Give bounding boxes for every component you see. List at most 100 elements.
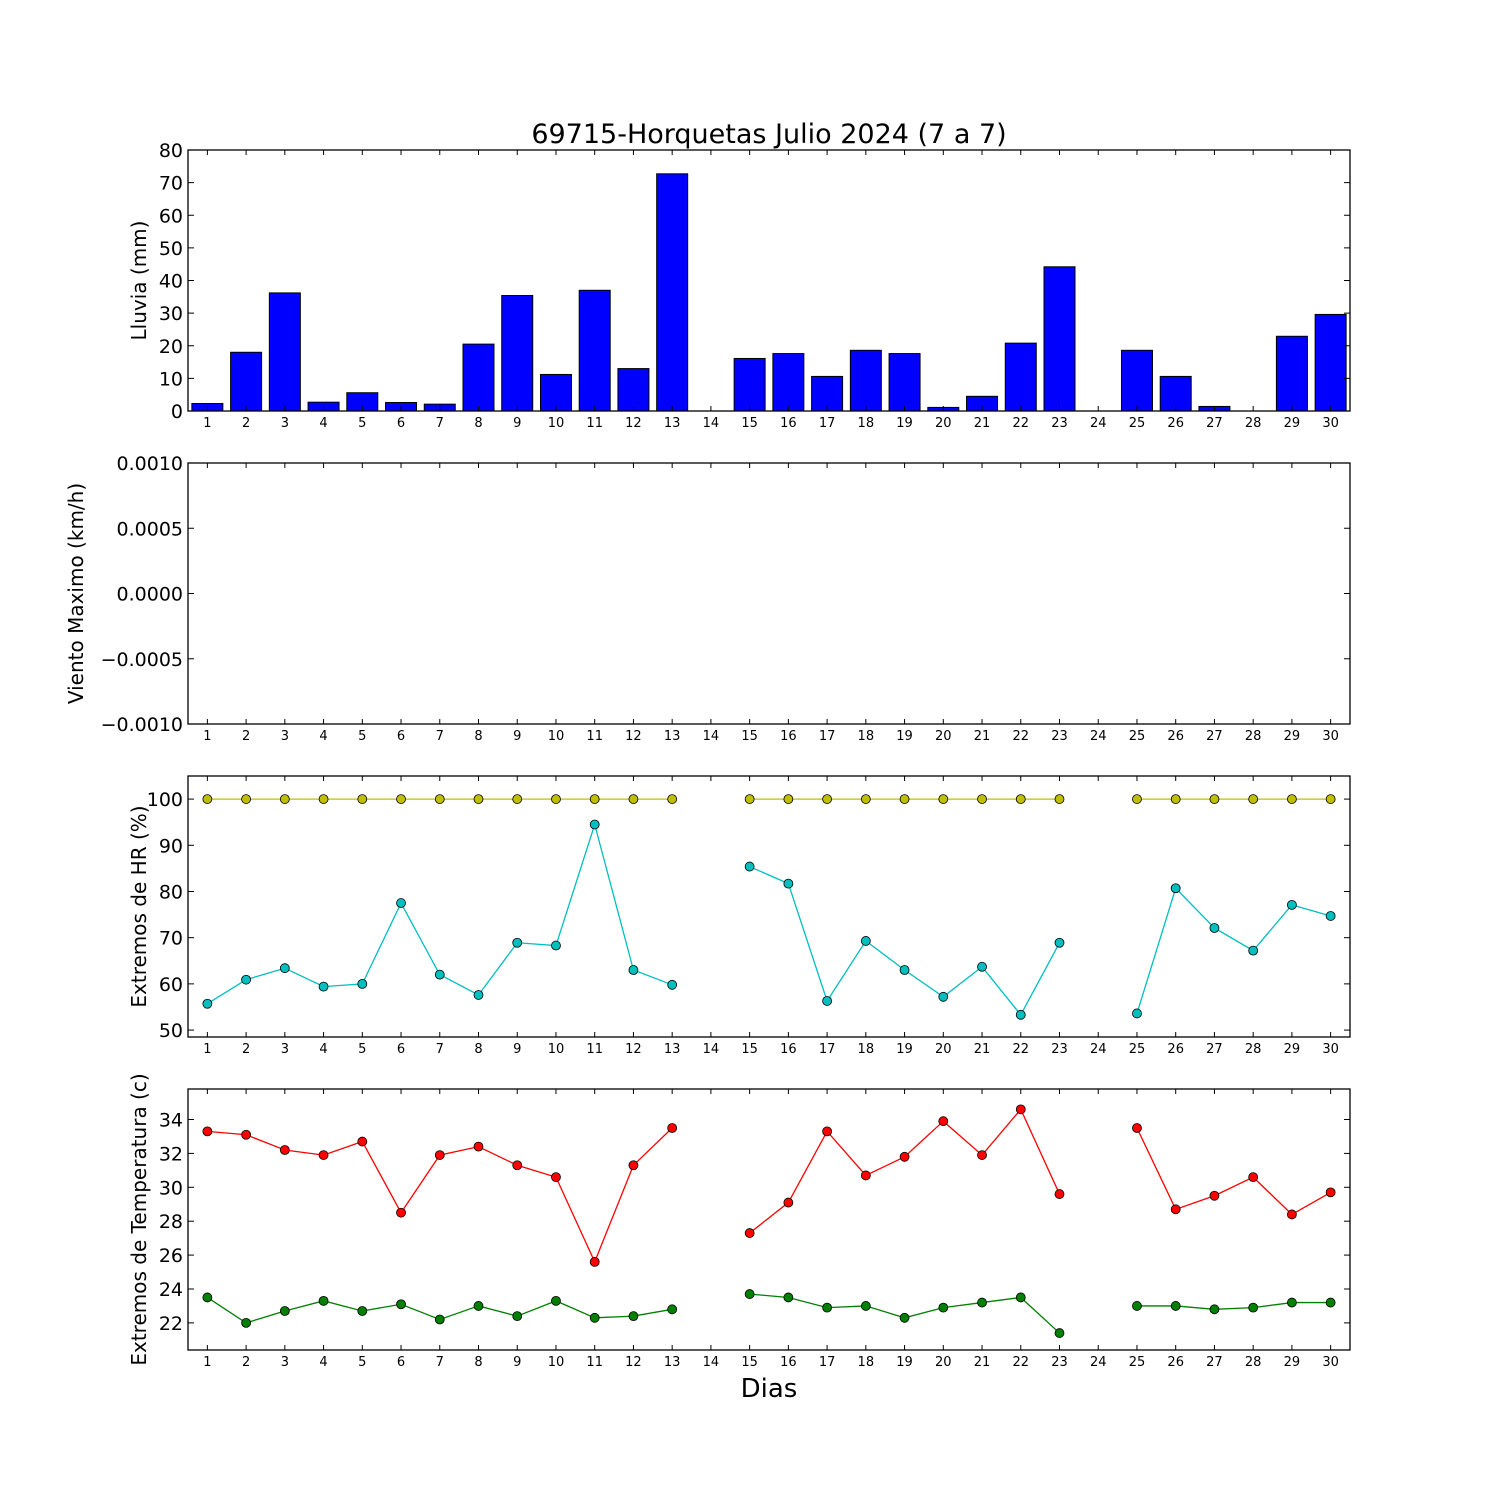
- humidity-xtick-label: 15: [741, 1042, 758, 1057]
- humidity-series-1-point-day-26: [1170, 883, 1181, 894]
- humidity-series-0-point-day-17: [822, 794, 832, 804]
- humidity-series-1-point-day-6: [396, 898, 406, 908]
- humidity-xtick-label: 4: [319, 1042, 327, 1057]
- temperature-xtick-label: 19: [896, 1355, 913, 1370]
- wind-xtick-label: 9: [513, 729, 521, 744]
- humidity-series-1-point-day-22: [1015, 1009, 1026, 1020]
- temperature-panel: 1 2 3 4 5 6 7 8 9 10 11 12 13 14 15 16 17 18 19 20 21 22 23 24 2…: [127, 1073, 1351, 1370]
- humidity-xtick-label: 2: [242, 1042, 250, 1057]
- humidity-xtick-label: 24: [1090, 1042, 1107, 1057]
- humidity-series-1-point-day-18: [860, 936, 871, 946]
- rain-ytick-label: 70: [159, 173, 183, 195]
- rain-xtick-label: 19: [896, 416, 913, 431]
- humidity-series-0-point-day-30: [1325, 794, 1336, 804]
- humidity-series-1-point-day-23: [1054, 937, 1065, 948]
- humidity-axes-frame: [187, 775, 1351, 1038]
- temperature-series-1-line: [1136, 1301, 1331, 1310]
- rain-xtick-label: 9: [513, 416, 521, 431]
- humidity-xtick-label: 8: [474, 1042, 482, 1057]
- rain-xtick-label: 2: [242, 416, 250, 431]
- humidity-series-0-point-day-27: [1209, 794, 1220, 804]
- wind-xtick-label: 10: [548, 729, 565, 744]
- humidity-series-0-point-day-6: [396, 794, 406, 804]
- temperature-xtick-label: 1: [203, 1355, 211, 1370]
- temperature-xtick-label: 29: [1284, 1355, 1301, 1370]
- rain-ytick-label: 80: [159, 140, 183, 162]
- temperature-series-1-point-day-18: [860, 1301, 871, 1311]
- wind-panel: 1 2 3 4 5 6 7 8 9 10 11 12 13 14 15 16 17 18 19 20 21 22 23 24 2…: [64, 453, 1351, 744]
- temperature-ytick-label: 26: [159, 1245, 183, 1267]
- temperature-series-1-point-day-30: [1325, 1297, 1336, 1308]
- wind-xtick-label: 11: [586, 729, 603, 744]
- temperature-xtick-label: 11: [586, 1355, 603, 1370]
- rain-xtick-label: 24: [1090, 416, 1107, 431]
- rain-xtick-label: 15: [741, 416, 758, 431]
- temperature-series-1-point-day-19: [899, 1312, 910, 1323]
- temperature-series-0-point-day-18: [860, 1170, 871, 1181]
- temperature-series-0-point-day-11: [589, 1256, 600, 1267]
- rain-xtick-label: 4: [319, 416, 327, 431]
- temperature-series-0-point-day-7: [434, 1150, 445, 1160]
- temperature-series-0-point-day-17: [822, 1126, 832, 1137]
- humidity-xtick-label: 28: [1245, 1042, 1262, 1057]
- humidity-ytick-label: 100: [147, 789, 183, 811]
- humidity-y-axis-label: Extremos de HR (%): [127, 805, 151, 1007]
- temperature-series-0-point-day-26: [1170, 1204, 1181, 1215]
- temperature-series-1-point-day-28: [1248, 1302, 1259, 1313]
- temperature-xtick-label: 25: [1129, 1355, 1146, 1370]
- rain-bar-day-19: [888, 353, 921, 412]
- humidity-series-1-point-day-16: [783, 878, 794, 889]
- humidity-xtick-label: 11: [586, 1042, 603, 1057]
- rain-ytick-label: 30: [159, 303, 183, 325]
- wind-xtick-label: 17: [819, 729, 836, 744]
- rain-xtick-label: 20: [935, 416, 952, 431]
- rain-bar-day-9: [501, 295, 534, 412]
- temperature-series-0-point-day-27: [1209, 1190, 1220, 1201]
- chart-title: 69715-Horquetas Julio 2024 (7 a 7): [531, 119, 1006, 150]
- humidity-xtick-label: 14: [703, 1042, 720, 1057]
- temperature-series-1-point-day-21: [977, 1297, 987, 1308]
- rain-xtick-label: 16: [780, 416, 797, 431]
- humidity-xtick-label: 1: [203, 1042, 211, 1057]
- temperature-xtick-label: 17: [819, 1355, 836, 1370]
- rain-xtick-label: 22: [1012, 416, 1029, 431]
- humidity-series-1-point-day-21: [977, 961, 987, 972]
- rain-xtick-label: 18: [858, 416, 875, 431]
- humidity-xtick-label: 22: [1012, 1042, 1029, 1057]
- rain-bar-day-25: [1120, 349, 1153, 412]
- temperature-xtick-label: 14: [703, 1355, 720, 1370]
- temperature-series-1-point-day-16: [783, 1292, 794, 1303]
- humidity-series-0-point-day-26: [1170, 794, 1181, 804]
- temperature-xtick-label: 30: [1322, 1355, 1339, 1370]
- temperature-xtick-label: 8: [474, 1355, 482, 1370]
- wind-xtick-label: 19: [896, 729, 913, 744]
- temperature-series-0-point-day-3: [279, 1145, 290, 1155]
- temperature-xtick-label: 21: [974, 1355, 991, 1370]
- wind-ytick-label: −0.0010: [101, 714, 183, 736]
- wind-xtick-label: 6: [397, 729, 405, 744]
- humidity-series-1-point-day-11: [589, 819, 600, 830]
- temperature-xtick-label: 24: [1090, 1355, 1107, 1370]
- temperature-series-1-point-day-6: [396, 1299, 406, 1310]
- humidity-series-1-point-day-19: [899, 965, 910, 975]
- rain-xtick-label: 1: [203, 416, 211, 431]
- humidity-ytick-label: 90: [159, 835, 183, 857]
- temperature-series-1-point-day-27: [1209, 1304, 1220, 1315]
- rain-bar-day-11: [578, 289, 611, 412]
- rain-xtick-label: 8: [474, 416, 482, 431]
- temperature-xtick-label: 5: [358, 1355, 366, 1370]
- temperature-ytick-label: 24: [159, 1279, 183, 1301]
- temperature-ytick-label: 34: [159, 1110, 183, 1132]
- temperature-series-1-point-day-26: [1170, 1301, 1181, 1311]
- rain-xtick-label: 28: [1245, 416, 1262, 431]
- temperature-series-0-point-day-6: [396, 1207, 406, 1218]
- wind-xtick-label: 21: [974, 729, 991, 744]
- rain-bar-day-8: [462, 343, 495, 412]
- humidity-series-0-point-day-13: [667, 794, 678, 804]
- wind-xtick-label: 3: [281, 729, 289, 744]
- wind-xtick-label: 16: [780, 729, 797, 744]
- wind-xtick-label: 13: [664, 729, 681, 744]
- temperature-xtick-label: 16: [780, 1355, 797, 1370]
- rain-xtick-label: 29: [1284, 416, 1301, 431]
- humidity-series-0-point-day-29: [1287, 794, 1297, 804]
